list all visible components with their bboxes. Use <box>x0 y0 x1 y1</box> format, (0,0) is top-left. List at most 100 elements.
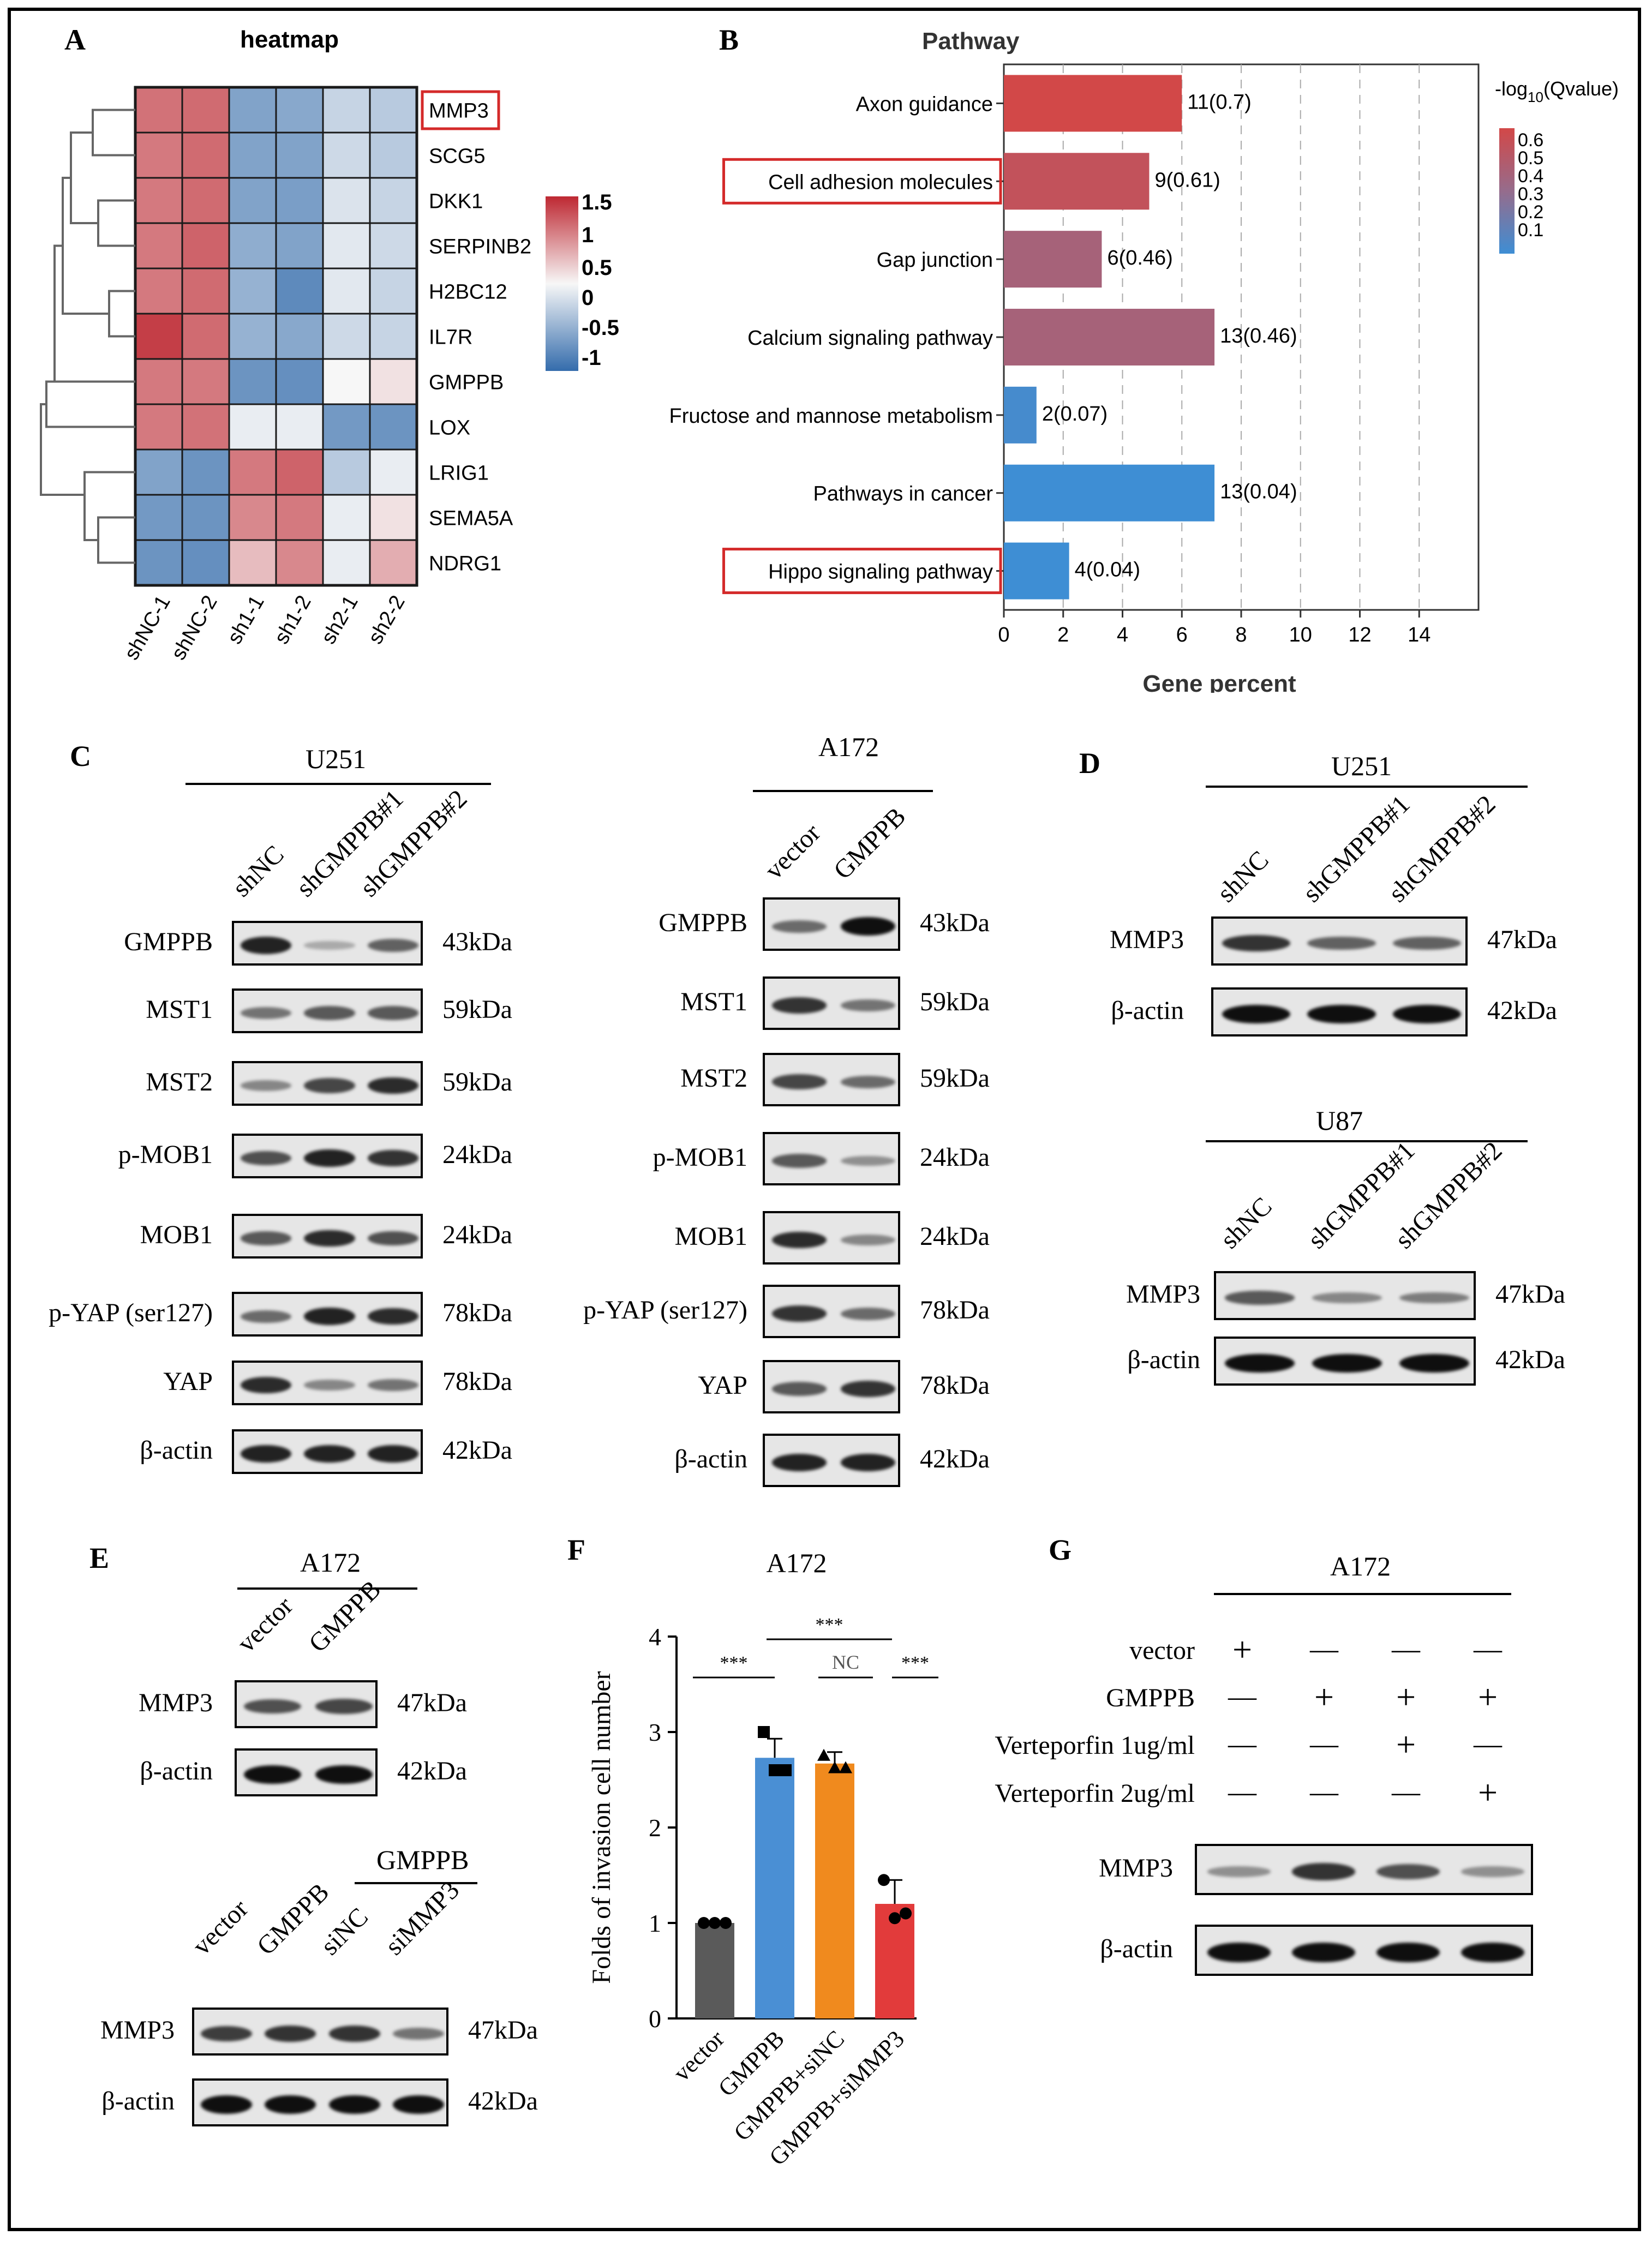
panel-f-letter: F <box>567 1533 585 1566</box>
blot-c-left-membrane <box>232 1134 423 1178</box>
protein-band <box>771 1074 827 1089</box>
protein-band <box>240 1445 291 1463</box>
invasion-ytick-label: 0 <box>649 2005 661 2033</box>
heatmap-cell <box>181 448 230 496</box>
blot-c-right-membrane <box>763 976 900 1030</box>
blot-c-left-kda-label: 78kDa <box>442 1298 512 1327</box>
invasion-ytick-label: 2 <box>649 1814 661 1842</box>
heatmap-cell <box>369 131 418 179</box>
protein-band <box>840 1235 896 1245</box>
heatmap-gene-label: NDRG1 <box>429 553 501 576</box>
heatmap-cell <box>228 494 277 541</box>
protein-band <box>368 1379 419 1391</box>
pathway-bar-label: 6(0.46) <box>1107 247 1172 269</box>
invasion-point <box>769 1764 781 1776</box>
protein-band <box>200 2095 252 2114</box>
blot-d-top-membrane <box>1211 987 1468 1036</box>
legend-title-prefix: -log <box>1495 77 1528 100</box>
heatmap-cell <box>134 539 183 586</box>
blot-g-condition-label: Verteporfin 1ug/ml <box>995 1731 1195 1760</box>
blot-c-left-kda-label: 43kDa <box>442 927 512 956</box>
pathway-bar <box>1004 542 1069 600</box>
blot-g-condition-mark: + <box>1396 1677 1416 1716</box>
heatmap-cell <box>134 448 183 496</box>
blot-c-right-kda-label: 78kDa <box>920 1371 990 1400</box>
blot-e-top-header-line <box>237 1587 417 1590</box>
protein-band <box>393 2028 445 2040</box>
invasion-ytick-label: 1 <box>649 1909 661 1937</box>
blot-g-condition-mark: + <box>1314 1677 1334 1716</box>
pathway-bar-label: 13(0.46) <box>1220 325 1297 347</box>
blot-c-left-kda-label: 24kDa <box>442 1140 512 1169</box>
heatmap-cell <box>181 494 230 541</box>
protein-band <box>244 1765 301 1784</box>
protein-band <box>840 1454 896 1471</box>
blot-c-right-membrane <box>763 1360 900 1413</box>
heatmap-cell <box>181 313 230 360</box>
heatmap-sample-label: sh2-1 <box>317 592 363 648</box>
blot-c-left-row-label: MST1 <box>146 995 213 1024</box>
heatmap-cell <box>181 86 230 134</box>
blot-e-bottom-row-label: β-actin <box>101 2087 175 2116</box>
heatmap-cell <box>275 313 324 360</box>
protein-band <box>368 1006 419 1020</box>
heatmap-cell <box>322 222 371 269</box>
protein-band <box>1376 1864 1440 1879</box>
blot-c-left-membrane <box>232 921 423 966</box>
blot-c-left-membrane <box>232 1429 423 1474</box>
heatmap-cell <box>134 494 183 541</box>
dendrogram-branch <box>108 290 135 338</box>
heatmap-cell <box>228 448 277 496</box>
heatmap-gene-label: SEMA5A <box>429 507 513 530</box>
heatmap-cell <box>322 494 371 541</box>
pathway-legend-bar <box>1499 128 1515 254</box>
blot-c-right-kda-label: 59kDa <box>920 1064 990 1093</box>
heatmap-cell <box>134 131 183 179</box>
protein-band <box>1307 936 1376 950</box>
protein-band <box>304 1380 355 1391</box>
dendrogram-branch <box>40 403 85 496</box>
blot-g-row-label: β-actin <box>1100 1934 1173 1963</box>
invasion-bar <box>815 1763 854 2018</box>
protein-band <box>304 1006 355 1020</box>
heatmap-legend-tick: 0 <box>582 286 594 310</box>
heatmap-cell <box>275 177 324 224</box>
blot-c-right-row-label: YAP <box>698 1371 747 1400</box>
protein-band <box>304 1078 355 1093</box>
pathway-legend-tick: 0.1 <box>1518 220 1543 241</box>
pathway-category-label: Axon guidance <box>856 93 993 116</box>
protein-band <box>1393 936 1462 950</box>
protein-band <box>304 1230 355 1247</box>
blot-e-bottom-cell-line: GMPPB <box>376 1844 469 1875</box>
blot-c-left-row-label: β-actin <box>140 1436 213 1465</box>
blot-e-top-cell-line: A172 <box>300 1547 361 1578</box>
protein-band <box>1225 1291 1295 1305</box>
blot-c-right-row-label: MST1 <box>680 987 747 1016</box>
invasion-point <box>889 1912 901 1925</box>
heatmap-cell <box>228 86 277 134</box>
heatmap-legend-tick: -1 <box>582 346 601 370</box>
blot-c-left-kda-label: 42kDa <box>442 1436 512 1465</box>
blot-c-right-kda-label: 42kDa <box>920 1445 990 1473</box>
invasion-point <box>780 1764 792 1776</box>
protein-band <box>771 1231 827 1249</box>
heatmap-gene-label: DKK1 <box>429 190 483 213</box>
heatmap-sample-label: sh1-1 <box>223 592 269 648</box>
invasion-point <box>828 1761 841 1773</box>
heatmap-cell <box>369 358 418 405</box>
protein-band <box>304 1308 355 1325</box>
heatmap-cell <box>275 358 324 405</box>
pathway-title: Pathway <box>922 28 1020 55</box>
blot-c-right-kda-label: 78kDa <box>920 1296 990 1325</box>
blot-d-bottom-membrane <box>1214 1337 1476 1386</box>
dendrogram-branch <box>53 244 135 383</box>
heatmap-cell <box>369 267 418 315</box>
blot-c-right-cell-line: A172 <box>818 732 879 762</box>
pathway-legend-tick: 0.3 <box>1518 184 1543 205</box>
heatmap-cell <box>181 539 230 586</box>
blot-c-right-kda-label: 59kDa <box>920 987 990 1016</box>
heatmap-sample-label: shNC-1 <box>120 592 175 664</box>
protein-band <box>368 1308 419 1325</box>
protein-band <box>1291 1943 1355 1962</box>
heatmap-cell <box>181 403 230 451</box>
